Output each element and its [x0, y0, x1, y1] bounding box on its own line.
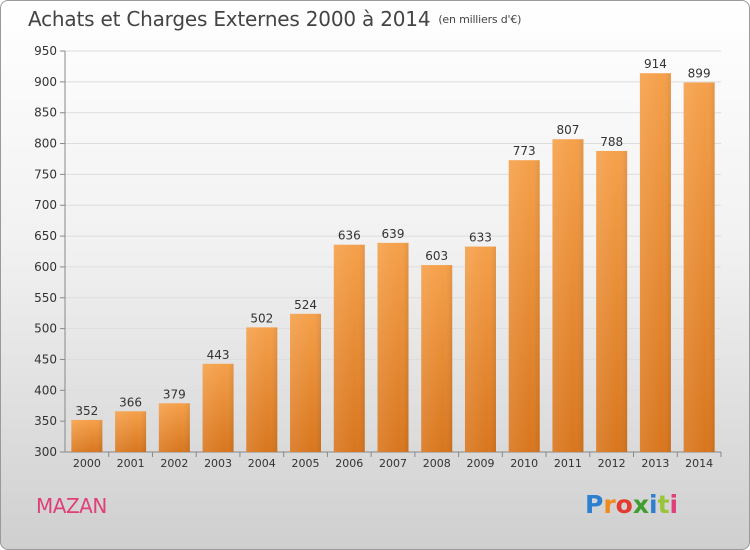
x-tick-label: 2009	[466, 457, 494, 470]
y-tick-label: 450	[34, 352, 57, 366]
y-tick-label: 700	[34, 198, 57, 212]
x-tick-label: 2006	[335, 457, 363, 470]
x-tick-labels: 2000 2001 2002 2003 2004 2005 2006 2007 2008 2009…	[73, 452, 722, 470]
bar-value-label: 636	[338, 229, 361, 243]
bar-value-label: 914	[644, 57, 667, 71]
bar-shade	[290, 313, 322, 452]
x-tick-label: 2013	[641, 457, 669, 470]
y-tick-labels: 300 350 400 450 500 550 600 650 700 750 800 850 900 9…	[34, 44, 57, 459]
x-tick-label: 2012	[598, 457, 626, 470]
bars	[71, 73, 715, 453]
bar-value-label: 443	[207, 348, 230, 362]
x-tick-label: 2004	[248, 457, 276, 470]
proxiti-logo: Proxiti	[585, 490, 679, 519]
y-tick-label: 300	[34, 445, 57, 459]
bar-value-label: 807	[556, 123, 579, 137]
y-tick-label: 500	[34, 322, 57, 336]
bar-shade	[421, 265, 453, 452]
bar-value-label: 524	[294, 298, 317, 312]
bar-shade	[158, 403, 190, 452]
bar-value-label: 352	[75, 404, 98, 418]
bar-value-label: 603	[425, 249, 448, 263]
x-tick-label: 2002	[160, 457, 188, 470]
y-tick-label: 550	[34, 291, 57, 305]
bar-shade	[115, 411, 147, 452]
bar-shade	[333, 244, 365, 452]
x-tick-label: 2000	[73, 457, 101, 470]
y-tick-label: 900	[34, 75, 57, 89]
x-tick-label: 2003	[204, 457, 232, 470]
bar-value-label: 773	[513, 144, 536, 158]
chart-unit-label: (en milliers d'€)	[438, 13, 522, 26]
y-tick-label: 750	[34, 167, 57, 181]
x-tick-label: 2001	[117, 457, 145, 470]
place-name: MAZAN	[36, 494, 107, 518]
bar-value-label: 899	[688, 66, 711, 80]
bar-value-label: 502	[250, 311, 273, 325]
x-tick-label: 2014	[685, 457, 713, 470]
bar-shade	[639, 73, 671, 452]
x-tick-label: 2010	[510, 457, 538, 470]
y-tick-label: 950	[34, 44, 57, 58]
y-tick-label: 400	[34, 383, 57, 397]
x-tick-label: 2007	[379, 457, 407, 470]
x-tick-label: 2008	[423, 457, 451, 470]
y-tick-label: 350	[34, 414, 57, 428]
bar-shade	[464, 246, 496, 452]
bar-shade	[508, 160, 540, 453]
bar-shade	[71, 419, 103, 452]
bar-value-label: 379	[163, 387, 186, 401]
y-tick-label: 850	[34, 106, 57, 120]
data-labels: 352 366 379 443 502 524 636 639 603 633 773 807 788 9…	[75, 57, 710, 418]
y-tick-label: 650	[34, 229, 57, 243]
bar-shade	[202, 363, 234, 452]
y-tick-label: 800	[34, 137, 57, 151]
x-tick-label: 2011	[554, 457, 582, 470]
bar-value-label: 633	[469, 231, 492, 245]
bar-value-label: 366	[119, 395, 142, 409]
bar-shade	[683, 82, 715, 452]
chart-title: Achats et Charges Externes 2000 à 2014 (e…	[28, 7, 521, 31]
bar-value-label: 639	[382, 227, 405, 241]
chart-title-text: Achats et Charges Externes 2000 à 2014	[28, 7, 431, 31]
y-tick-label: 600	[34, 260, 57, 274]
bar-value-label: 788	[600, 135, 623, 149]
bar-shade	[246, 327, 278, 452]
x-tick-label: 2005	[292, 457, 320, 470]
bar-shade	[596, 150, 628, 453]
bar-shade	[552, 139, 584, 452]
bar-shade	[377, 242, 409, 452]
